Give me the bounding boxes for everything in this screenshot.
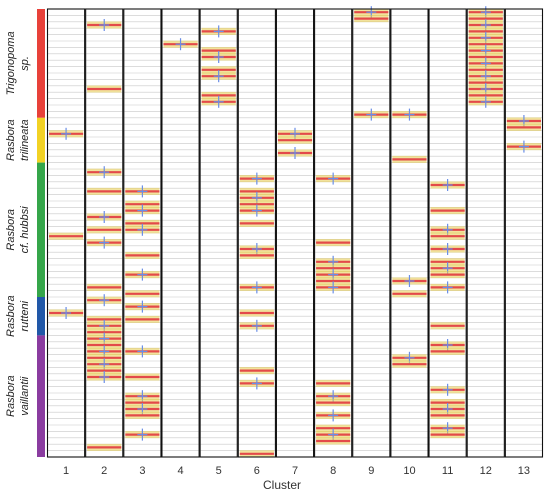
species-color-bar [37, 9, 45, 457]
cluster-column-3 [123, 8, 162, 458]
x-tick-5: 5 [216, 465, 222, 477]
column-border-9 [352, 8, 391, 458]
x-axis-title: Cluster [263, 478, 301, 492]
cluster-column-2 [85, 8, 124, 458]
column-border-10 [390, 8, 429, 458]
cluster-column-4 [161, 8, 200, 458]
species-label-1-0: Rasbora [5, 119, 17, 161]
column-border-13 [504, 8, 544, 458]
cluster-column-1 [46, 8, 86, 458]
cluster-column-12 [466, 6, 505, 458]
cluster-column-5 [199, 8, 238, 458]
column-border-11 [428, 8, 467, 458]
species-label-0-0: Trigonopoma [5, 31, 17, 95]
cluster-column-10 [390, 8, 429, 458]
species-label-1-1: trilineata [19, 119, 31, 161]
x-tick-10: 10 [403, 465, 415, 477]
x-tick-8: 8 [330, 465, 336, 477]
column-border-5 [199, 8, 238, 458]
column-border-4 [161, 8, 200, 458]
column-border-6 [237, 8, 276, 458]
species-label-4-0: Rasbora [5, 375, 17, 417]
x-tick-1: 1 [63, 465, 69, 477]
cluster-column-13 [504, 8, 544, 458]
species-bar-4 [37, 335, 45, 457]
column-border-8 [314, 8, 353, 458]
species-label-3-1: rutteni [19, 300, 31, 331]
species-label-4-1: vaillantii [19, 376, 31, 416]
column-border-12 [466, 8, 505, 458]
column-border-1 [46, 8, 86, 458]
cluster-column-7 [275, 8, 315, 458]
x-tick-12: 12 [480, 465, 492, 477]
x-tick-6: 6 [254, 465, 260, 477]
species-bar-3 [37, 297, 45, 336]
x-tick-2: 2 [101, 465, 107, 477]
x-tick-9: 9 [368, 465, 374, 477]
x-tick-13: 13 [518, 465, 530, 477]
column-border-3 [123, 8, 162, 458]
species-label-3-0: Rasbora [5, 295, 17, 337]
species-bar-2 [37, 162, 45, 297]
species-label-2-0: Rasbora [5, 209, 17, 251]
cluster-column-11 [428, 8, 467, 458]
cluster-column-6 [237, 8, 276, 458]
cluster-columns [46, 6, 544, 458]
column-border-7 [275, 8, 315, 458]
species-bar-0 [37, 9, 45, 118]
x-tick-4: 4 [177, 465, 183, 477]
cluster-column-8 [314, 8, 353, 458]
x-tick-7: 7 [292, 465, 298, 477]
species-bar-1 [37, 117, 45, 163]
x-tick-3: 3 [139, 465, 145, 477]
column-border-2 [85, 8, 124, 458]
x-tick-11: 11 [442, 465, 453, 477]
species-label-2-1: cf. hubbsi [19, 206, 31, 254]
x-tick-labels: 1 2 3 4 5 6 7 8 9 10 11 12 13 [63, 465, 530, 477]
species-label-0-1: sp. [19, 56, 31, 71]
cluster-column-9 [352, 6, 391, 458]
